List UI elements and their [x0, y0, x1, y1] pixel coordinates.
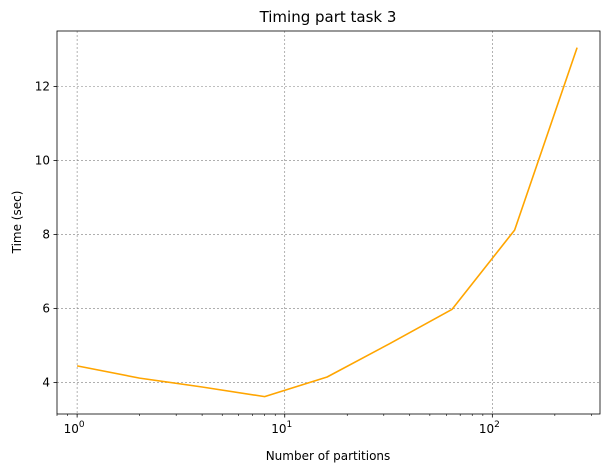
y-axis-label: Time (sec)	[10, 191, 24, 255]
x-tick-exponent: 1	[287, 420, 293, 430]
series-line	[76, 47, 578, 398]
x-axis-label: Number of partitions	[266, 449, 391, 463]
y-tick-label: 6	[42, 302, 50, 316]
series-group	[76, 47, 578, 398]
chart-title: Timing part task 3	[259, 8, 397, 26]
x-tick-label: 100	[64, 420, 85, 436]
plot-frame	[56, 30, 601, 415]
x-tick-label: 101	[271, 420, 292, 436]
y-tick-label: 10	[35, 154, 50, 168]
y-tick-label: 4	[42, 376, 50, 390]
grid	[57, 31, 600, 414]
x-tick-label: 102	[479, 420, 500, 436]
y-tick-label: 8	[42, 228, 50, 242]
x-tick-exponent: 0	[79, 420, 85, 430]
x-tick-exponent: 2	[494, 420, 500, 430]
y-tick-label: 12	[35, 80, 50, 94]
